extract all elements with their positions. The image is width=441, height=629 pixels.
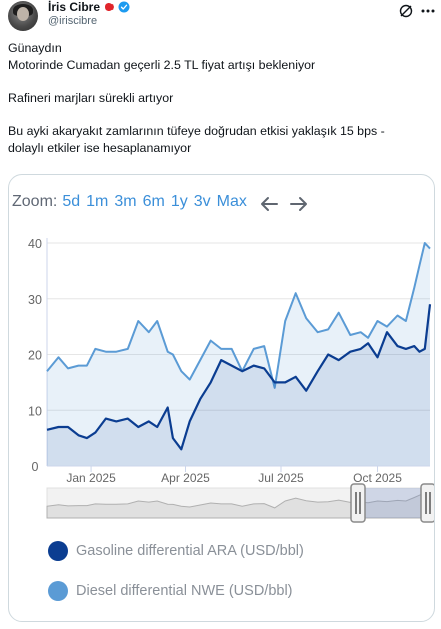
- y-tick-label: 20: [28, 349, 42, 363]
- arrow-right-icon[interactable]: [289, 196, 309, 212]
- y-tick-label: 10: [28, 404, 42, 418]
- y-tick-label: 40: [28, 237, 42, 251]
- legend-dot-diesel: [48, 581, 68, 601]
- zoom-1y-button[interactable]: 1y: [170, 193, 188, 210]
- more-dots-icon[interactable]: [420, 4, 436, 18]
- zoom-label: Zoom:: [12, 193, 58, 210]
- legend-item-diesel[interactable]: Diesel differential NWE (USD/bbl): [48, 581, 293, 601]
- zoom-3v-button[interactable]: 3v: [193, 193, 211, 210]
- navigator-series: [46, 492, 431, 519]
- y-tick-label: 0: [32, 460, 39, 474]
- tweet-line: Bu ayki akaryakıt zamlarının tüfeye doğr…: [8, 123, 385, 138]
- navigator-handle-right[interactable]: [420, 483, 435, 523]
- zoom-selector: Zoom: 5d 1m 3m 6m 1y 3v Max: [12, 193, 253, 211]
- tweet-line: Rafineri marjları sürekli artıyor: [8, 90, 174, 105]
- series-line-gasoline[interactable]: [46, 304, 432, 451]
- zoom-3m-button[interactable]: 3m: [114, 193, 137, 210]
- series-area-diesel: [47, 243, 430, 466]
- verified-badge-icon: [118, 1, 130, 13]
- legend-label-diesel: Diesel differential NWE (USD/bbl): [76, 583, 293, 599]
- display-name[interactable]: İris Cibre: [48, 0, 101, 14]
- tweet-header: İris Cibre @iriscibre: [0, 0, 441, 34]
- tweet-line: dolaylı etkiler ise hesaplanamıyor: [8, 140, 192, 155]
- x-tick-label: Apr 2025: [161, 471, 210, 485]
- grok-icon[interactable]: [398, 3, 414, 19]
- avatar-face: [17, 7, 29, 21]
- chart: 0 10 20 30 40 Jan 2025 Apr 2025 Jul 2025 Oct 202…: [28, 237, 435, 523]
- avatar[interactable]: [8, 1, 38, 31]
- zoom-6m-button[interactable]: 6m: [142, 193, 165, 210]
- legend-dot-gasoline: [48, 541, 68, 561]
- y-tick-label: 30: [28, 293, 42, 307]
- tweet-line: Günaydın: [8, 41, 62, 55]
- legend-label-gasoline: Gasoline differential ARA (USD/bbl): [76, 543, 304, 559]
- name-row: İris Cibre: [48, 0, 130, 14]
- tweet-line: Motorinde Cumadan geçerli 2.5 TL fiyat a…: [8, 57, 316, 72]
- zoom-max-button[interactable]: Max: [216, 193, 247, 210]
- zoom-1m-button[interactable]: 1m: [86, 193, 109, 210]
- x-tick-label: Jan 2025: [66, 471, 116, 485]
- zoom-5d-button[interactable]: 5d: [62, 193, 81, 210]
- arrow-left-icon[interactable]: [259, 196, 279, 212]
- tweet-text: Günaydın Motorinde Cumadan geçerli 2.5 T…: [8, 40, 433, 156]
- x-tick-label: Jul 2025: [258, 471, 304, 485]
- chart-card: Zoom: 5d 1m 3m 6m 1y 3v Max 0 10 20 30 40 Jan…: [8, 174, 435, 622]
- turkish-flag-icon: [105, 3, 115, 11]
- x-tick-label: Oct 2025: [353, 471, 402, 485]
- user-handle[interactable]: @iriscibre: [48, 15, 98, 27]
- navigator-handle-left[interactable]: [350, 483, 366, 523]
- navigator-selection[interactable]: [358, 488, 428, 518]
- legend-item-gasoline[interactable]: Gasoline differential ARA (USD/bbl): [48, 541, 304, 561]
